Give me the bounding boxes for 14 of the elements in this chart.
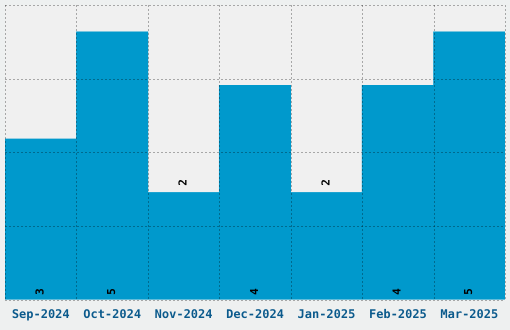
data-label: 4 [248, 288, 261, 295]
x-tick-label: Jan-2025 [298, 306, 356, 321]
data-label: 3 [34, 288, 47, 295]
data-label: 2 [319, 179, 332, 186]
x-tick-label: Mar-2025 [440, 306, 498, 321]
x-tick-label: Nov-2024 [154, 306, 212, 321]
data-label: 5 [462, 288, 476, 295]
data-label: 2 [176, 179, 190, 186]
data-label: 5 [105, 288, 118, 295]
x-tick-label: Feb-2025 [368, 306, 427, 321]
data-label: 4 [390, 288, 404, 295]
x-tick-label: Sep-2024 [12, 306, 70, 321]
x-tick-label: Dec-2024 [226, 306, 284, 321]
x-tick-label: Oct-2024 [83, 306, 142, 321]
